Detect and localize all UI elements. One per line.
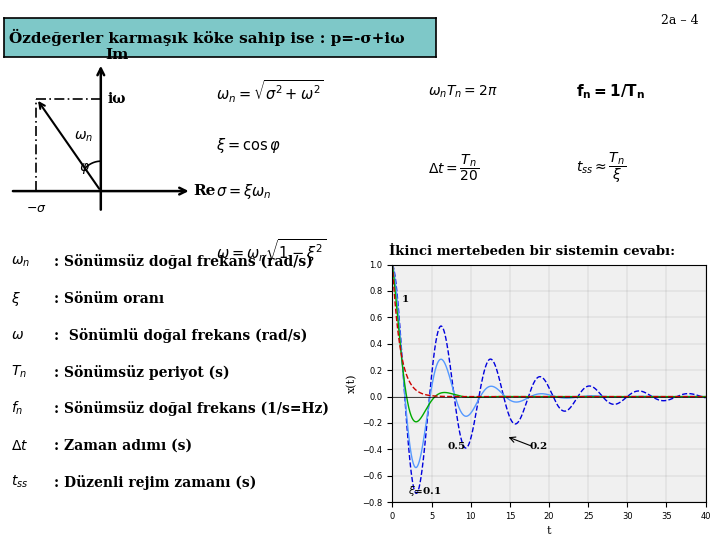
Text: $\xi$=0.1: $\xi$=0.1 xyxy=(408,484,441,498)
Text: :  Sönümlü doğal frekans (rad/s): : Sönümlü doğal frekans (rad/s) xyxy=(54,328,307,343)
Text: Re: Re xyxy=(193,184,215,198)
Text: iω: iω xyxy=(108,92,126,105)
Text: $\xi = \cos\varphi$: $\xi = \cos\varphi$ xyxy=(216,136,281,156)
Text: $\Delta t$: $\Delta t$ xyxy=(11,438,28,453)
Text: $\omega$: $\omega$ xyxy=(11,328,24,342)
Text: : Sönümsüz doğal frekans (1/s=Hz): : Sönümsüz doğal frekans (1/s=Hz) xyxy=(54,401,329,416)
Text: $\omega_n = \sqrt{\sigma^2 + \omega^2}$: $\omega_n = \sqrt{\sigma^2 + \omega^2}$ xyxy=(216,78,324,105)
Text: $\omega_n$: $\omega_n$ xyxy=(11,255,30,269)
Text: : Sönümsüz doğal frekans (rad/s): : Sönümsüz doğal frekans (rad/s) xyxy=(54,254,313,269)
Text: $\omega_n T_n = 2\pi$: $\omega_n T_n = 2\pi$ xyxy=(428,84,498,100)
Text: $\sigma = \xi\omega_n$: $\sigma = \xi\omega_n$ xyxy=(216,182,271,201)
Text: İkinci mertebeden bir sistemin cevabı:: İkinci mertebeden bir sistemin cevabı: xyxy=(389,245,675,258)
Text: 2a – 4: 2a – 4 xyxy=(661,14,698,26)
Text: : Sönümsüz periyot (s): : Sönümsüz periyot (s) xyxy=(54,364,230,380)
Text: $-\sigma$: $-\sigma$ xyxy=(26,202,47,215)
Text: $\omega_n$: $\omega_n$ xyxy=(74,130,94,144)
Text: $\varphi$: $\varphi$ xyxy=(79,161,90,176)
Text: $\Delta t = \dfrac{T_n}{20}$: $\Delta t = \dfrac{T_n}{20}$ xyxy=(428,152,480,183)
Y-axis label: x(t): x(t) xyxy=(346,374,357,393)
X-axis label: t: t xyxy=(546,526,552,536)
Text: 0.5: 0.5 xyxy=(447,442,465,451)
Text: $T_n$: $T_n$ xyxy=(11,364,27,380)
Text: 1: 1 xyxy=(402,294,409,303)
Text: $\mathbf{f_n{=}1/T_n}$: $\mathbf{f_n{=}1/T_n}$ xyxy=(576,83,645,101)
Text: Özdeğerler karmaşık köke sahip ise : p=-σ+iω: Özdeğerler karmaşık köke sahip ise : p=-… xyxy=(9,29,405,46)
Text: $\xi$: $\xi$ xyxy=(11,289,21,308)
Text: 0.2: 0.2 xyxy=(529,442,548,451)
Text: $f_n$: $f_n$ xyxy=(11,400,23,417)
Text: $t_{ss}$: $t_{ss}$ xyxy=(11,474,28,490)
Text: Im: Im xyxy=(105,48,128,62)
Text: : Düzenli rejim zamanı (s): : Düzenli rejim zamanı (s) xyxy=(54,475,256,490)
Text: : Sönüm oranı: : Sönüm oranı xyxy=(54,292,164,306)
Text: $\omega = \omega_n\sqrt{1 - \xi^2}$: $\omega = \omega_n\sqrt{1 - \xi^2}$ xyxy=(216,238,326,264)
Text: : Zaman adımı (s): : Zaman adımı (s) xyxy=(54,438,192,453)
Text: $t_{ss} \approx \dfrac{T_n}{\xi}$: $t_{ss} \approx \dfrac{T_n}{\xi}$ xyxy=(576,150,626,185)
